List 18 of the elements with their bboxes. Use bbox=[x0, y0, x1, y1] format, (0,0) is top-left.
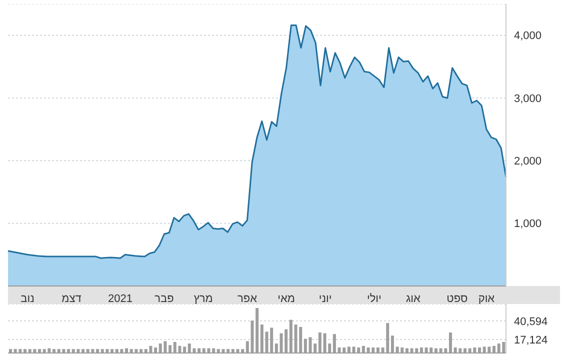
y-tick-label: 1,000 bbox=[514, 218, 542, 230]
x-tick-label: אוג bbox=[406, 292, 421, 305]
x-tick-label: 2021 bbox=[108, 292, 133, 305]
y-tick-label: 3,000 bbox=[514, 92, 542, 105]
x-tick-label: דצמ bbox=[62, 292, 82, 305]
x-tick-label: מרץ bbox=[194, 292, 213, 305]
y-tick-label: 17,124 bbox=[514, 334, 548, 346]
x-tick-label: יולי bbox=[366, 292, 382, 305]
x-tick-label: אפר bbox=[237, 292, 258, 305]
x-tick-label: יוני bbox=[318, 292, 332, 305]
y-tick-label: 4,000 bbox=[514, 30, 542, 42]
y-tick-label: 40,594 bbox=[514, 316, 548, 328]
x-tick-label: ספט bbox=[446, 292, 468, 305]
x-tick-label: מאי bbox=[278, 292, 295, 305]
x-tick-label: אוק bbox=[478, 292, 495, 305]
y-tick-label: 2,000 bbox=[514, 156, 542, 168]
x-tick-label: פבר bbox=[154, 292, 174, 305]
x-tick-label: נוב bbox=[20, 292, 34, 305]
